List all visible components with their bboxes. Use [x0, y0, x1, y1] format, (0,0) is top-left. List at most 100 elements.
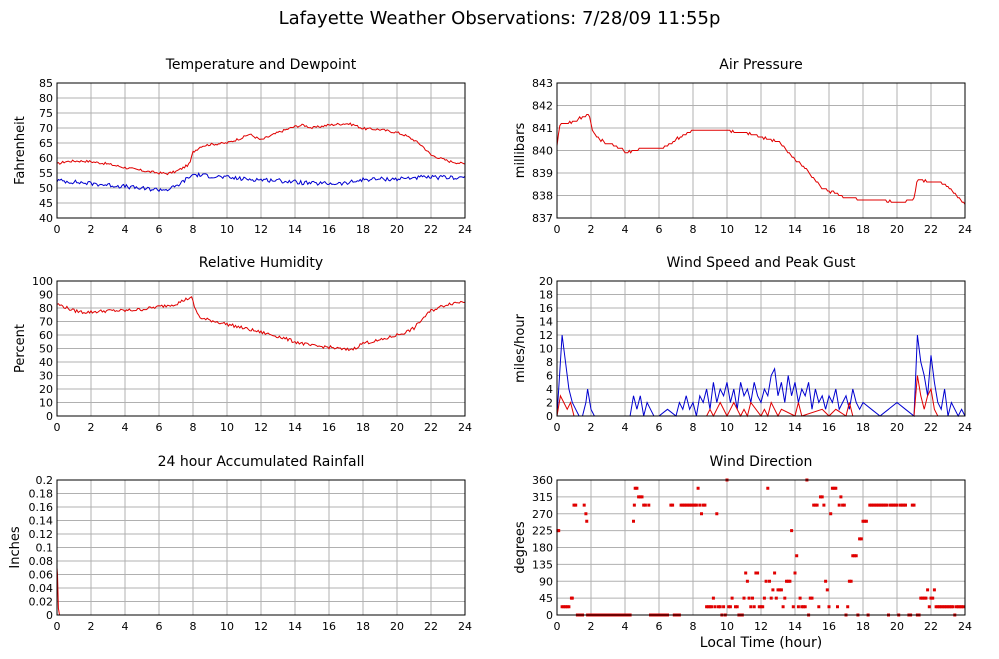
y-tick-label: 40	[39, 212, 53, 225]
data-point	[904, 503, 907, 507]
data-point	[564, 605, 567, 609]
data-point	[934, 605, 938, 609]
data-point	[779, 588, 783, 592]
data-point	[883, 503, 887, 507]
y-tick-label: 840	[532, 145, 553, 158]
data-point	[929, 596, 933, 600]
y-tick-label: 0	[46, 609, 53, 622]
data-point	[783, 596, 787, 600]
x-tick-label: 22	[424, 421, 438, 434]
data-point	[756, 571, 760, 575]
y-tick-label: 70	[39, 122, 53, 135]
y-axis-label-temp: Fahrenheit	[13, 116, 28, 185]
data-point	[686, 503, 690, 507]
data-point	[854, 554, 858, 558]
x-tick-label: 4	[122, 620, 129, 633]
data-point	[683, 503, 686, 507]
data-point	[912, 503, 916, 507]
data-point	[803, 605, 807, 609]
data-point	[871, 503, 875, 507]
data-point	[713, 605, 717, 609]
x-tick-label: 4	[622, 620, 629, 633]
data-point	[567, 605, 571, 609]
x-tick-label: 18	[856, 223, 870, 236]
data-point	[572, 503, 576, 507]
data-point	[728, 605, 732, 609]
data-point	[853, 554, 856, 558]
series-line-temp-0	[56, 122, 466, 176]
y-tick-label: 6	[546, 370, 553, 383]
data-point	[700, 512, 703, 516]
data-point	[715, 512, 719, 516]
data-point	[786, 579, 790, 583]
data-point	[924, 596, 928, 600]
data-point	[696, 486, 700, 490]
y-tick-label: 0.08	[29, 555, 54, 568]
x-tick-label: 20	[890, 421, 904, 434]
y-tick-label: 0.12	[29, 528, 54, 541]
y-tick-label: 18	[539, 289, 553, 302]
data-point	[781, 605, 785, 609]
y-tick-label: 10	[39, 397, 53, 410]
data-point	[681, 503, 685, 507]
data-point	[747, 596, 751, 600]
x-tick-label: 24	[458, 223, 472, 236]
x-tick-label: 8	[690, 620, 697, 633]
x-tick-label: 6	[656, 620, 663, 633]
x-tick-label: 14	[788, 620, 802, 633]
chart-title-humidity: Relative Humidity	[199, 255, 323, 271]
y-tick-label: 0.16	[29, 501, 54, 514]
y-tick-label: 20	[39, 383, 53, 396]
data-point	[698, 503, 702, 507]
data-point	[562, 605, 566, 609]
data-point	[694, 503, 698, 507]
x-tick-label: 6	[156, 421, 163, 434]
data-point	[885, 503, 889, 507]
data-point	[846, 605, 850, 609]
x-tick-label: 16	[822, 223, 836, 236]
y-tick-label: 50	[39, 182, 53, 195]
data-point	[837, 503, 841, 507]
plot-frame	[556, 479, 966, 616]
data-point	[822, 503, 826, 507]
data-point	[693, 503, 697, 507]
y-tick-label: 0.14	[29, 515, 54, 528]
series-line-pressure-0	[556, 114, 966, 205]
data-point	[878, 503, 882, 507]
x-tick-label: 12	[754, 620, 768, 633]
data-point	[808, 596, 812, 600]
x-tick-label: 18	[856, 421, 870, 434]
y-tick-label: 225	[532, 525, 553, 538]
data-point	[829, 512, 833, 516]
data-point	[570, 596, 574, 600]
y-tick-label: 80	[39, 302, 53, 315]
data-point	[691, 503, 695, 507]
x-tick-label: 22	[924, 223, 938, 236]
x-tick-label: 0	[554, 620, 561, 633]
chart-title-rain: 24 hour Accumulated Rainfall	[158, 454, 365, 470]
y-tick-label: 0.1	[36, 542, 54, 555]
x-tick-label: 8	[690, 421, 697, 434]
data-point	[956, 605, 960, 609]
y-tick-label: 270	[532, 508, 553, 521]
data-point	[689, 503, 693, 507]
data-point	[841, 503, 845, 507]
y-tick-label: 838	[532, 190, 553, 203]
plot-frame	[56, 479, 466, 616]
data-point	[864, 519, 868, 523]
x-axis-label: Local Time (hour)	[699, 635, 823, 651]
x-tick-label: 20	[890, 620, 904, 633]
data-point	[684, 503, 688, 507]
series-line-wind-1	[556, 375, 965, 418]
data-point	[919, 596, 923, 600]
chart-title-temp: Temperature and Dewpoint	[165, 57, 357, 73]
x-tick-label: 6	[156, 223, 163, 236]
data-point	[827, 605, 831, 609]
x-tick-label: 10	[720, 620, 734, 633]
data-point	[955, 605, 958, 609]
x-tick-label: 12	[254, 620, 268, 633]
data-point	[759, 605, 763, 609]
x-tick-label: 24	[958, 620, 972, 633]
data-point	[936, 605, 940, 609]
